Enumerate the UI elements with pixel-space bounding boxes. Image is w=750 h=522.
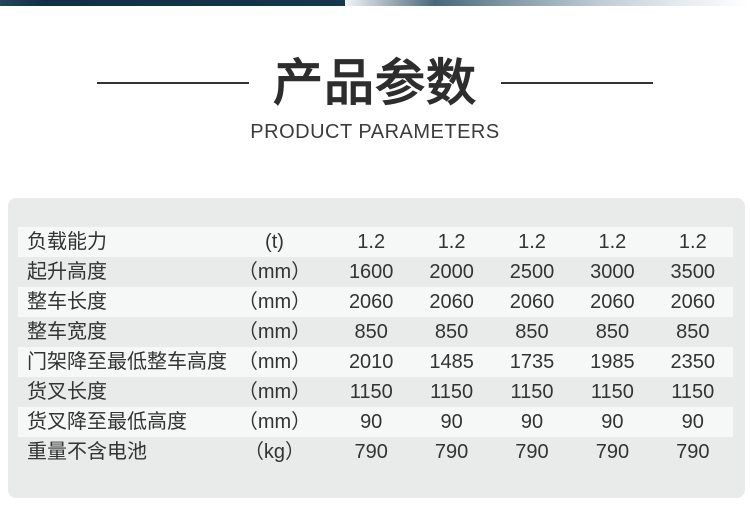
param-value: 3000 xyxy=(590,261,635,283)
param-value: 850 xyxy=(354,321,388,343)
table-row: 起升高度 （mm） 1600 2000 2500 3000 3500 xyxy=(18,257,733,287)
param-value: 2500 xyxy=(509,261,555,283)
title-left-line xyxy=(97,82,249,84)
param-value: 2060 xyxy=(348,291,394,313)
param-label: 重量不含电池 xyxy=(27,441,147,463)
param-value: 1150 xyxy=(430,381,474,403)
param-value: 850 xyxy=(676,321,710,343)
param-value: 2060 xyxy=(429,291,474,313)
table-row: 门架降至最低整车高度 （mm） 2010 1485 1735 1985 2350 xyxy=(18,347,733,377)
param-value: 90 xyxy=(440,411,463,433)
param-value: 850 xyxy=(434,321,469,343)
parameters-table: 负载能力 (t) 1.2 1.2 1.2 1.2 1.2 起升高度 （mm） 1600 2000 25… xyxy=(18,227,733,467)
table-row: 货叉降至最低高度 （mm） 90 90 90 90 90 xyxy=(18,407,733,437)
param-value: 1.2 xyxy=(437,231,466,253)
param-label: 货叉长度 xyxy=(27,381,107,403)
param-label: 整车宽度 xyxy=(27,321,107,343)
param-label: 负载能力 xyxy=(27,231,107,253)
param-value: 1.2 xyxy=(598,231,627,253)
param-value: 790 xyxy=(515,441,549,463)
param-value: 1150 xyxy=(510,381,554,403)
param-unit: （mm） xyxy=(237,321,312,343)
param-value: 90 xyxy=(520,411,544,433)
param-value: 90 xyxy=(601,411,624,433)
title-right-line xyxy=(501,82,653,84)
param-value: 790 xyxy=(676,441,710,463)
param-value: 2060 xyxy=(590,291,635,313)
title-row: 产品参数 xyxy=(0,52,750,114)
param-value: 90 xyxy=(681,411,704,433)
param-value: 850 xyxy=(515,321,549,343)
param-unit: （mm） xyxy=(237,381,312,403)
top-accent-bar xyxy=(0,0,750,6)
param-value: 850 xyxy=(595,321,630,343)
param-value: 2000 xyxy=(429,261,474,283)
section-header: 产品参数 PRODUCT PARAMETERS xyxy=(0,52,750,144)
param-value: 1150 xyxy=(671,381,715,403)
param-value: 1.2 xyxy=(678,231,707,253)
param-label: 整车长度 xyxy=(27,291,107,313)
param-unit: （mm） xyxy=(237,291,312,313)
param-unit: （kg） xyxy=(243,441,306,463)
table-row: 整车宽度 （mm） 850 850 850 850 850 xyxy=(18,317,733,347)
param-value: 1.2 xyxy=(357,231,386,253)
param-value: 1735 xyxy=(509,351,555,373)
page-title: 产品参数 xyxy=(273,55,477,111)
param-value: 3500 xyxy=(670,261,716,283)
param-value: 90 xyxy=(360,411,383,433)
param-value: 1150 xyxy=(349,381,393,403)
param-value: 1485 xyxy=(429,351,474,373)
page-subtitle: PRODUCT PARAMETERS xyxy=(250,121,500,143)
param-unit: （mm） xyxy=(237,411,312,433)
param-unit: （mm） xyxy=(237,261,312,283)
param-value: 1600 xyxy=(348,261,394,283)
param-value: 2060 xyxy=(670,291,716,313)
param-label: 起升高度 xyxy=(27,261,107,283)
param-value: 790 xyxy=(595,441,630,463)
param-value: 2010 xyxy=(348,351,394,373)
table-row: 整车长度 （mm） 2060 2060 2060 2060 2060 xyxy=(18,287,733,317)
param-value: 790 xyxy=(354,441,388,463)
param-unit: (t) xyxy=(265,231,284,253)
param-value: 1.2 xyxy=(518,231,546,253)
table-row: 负载能力 (t) 1.2 1.2 1.2 1.2 1.2 xyxy=(18,227,733,257)
param-value: 2060 xyxy=(509,291,555,313)
param-unit: （mm） xyxy=(237,351,312,373)
param-value: 2350 xyxy=(670,351,716,373)
param-label: 门架降至最低整车高度 xyxy=(27,351,227,373)
param-value: 790 xyxy=(434,441,469,463)
table-row: 货叉长度 （mm） 1150 1150 1150 1150 1150 xyxy=(18,377,733,407)
param-value: 1150 xyxy=(590,381,634,403)
parameters-table-card: 负载能力 (t) 1.2 1.2 1.2 1.2 1.2 起升高度 （mm） 1600 2000 25… xyxy=(8,198,745,498)
param-value: 1985 xyxy=(590,351,635,373)
table-row: 重量不含电池 （kg） 790 790 790 790 790 xyxy=(18,437,733,467)
param-label: 货叉降至最低高度 xyxy=(27,411,187,433)
